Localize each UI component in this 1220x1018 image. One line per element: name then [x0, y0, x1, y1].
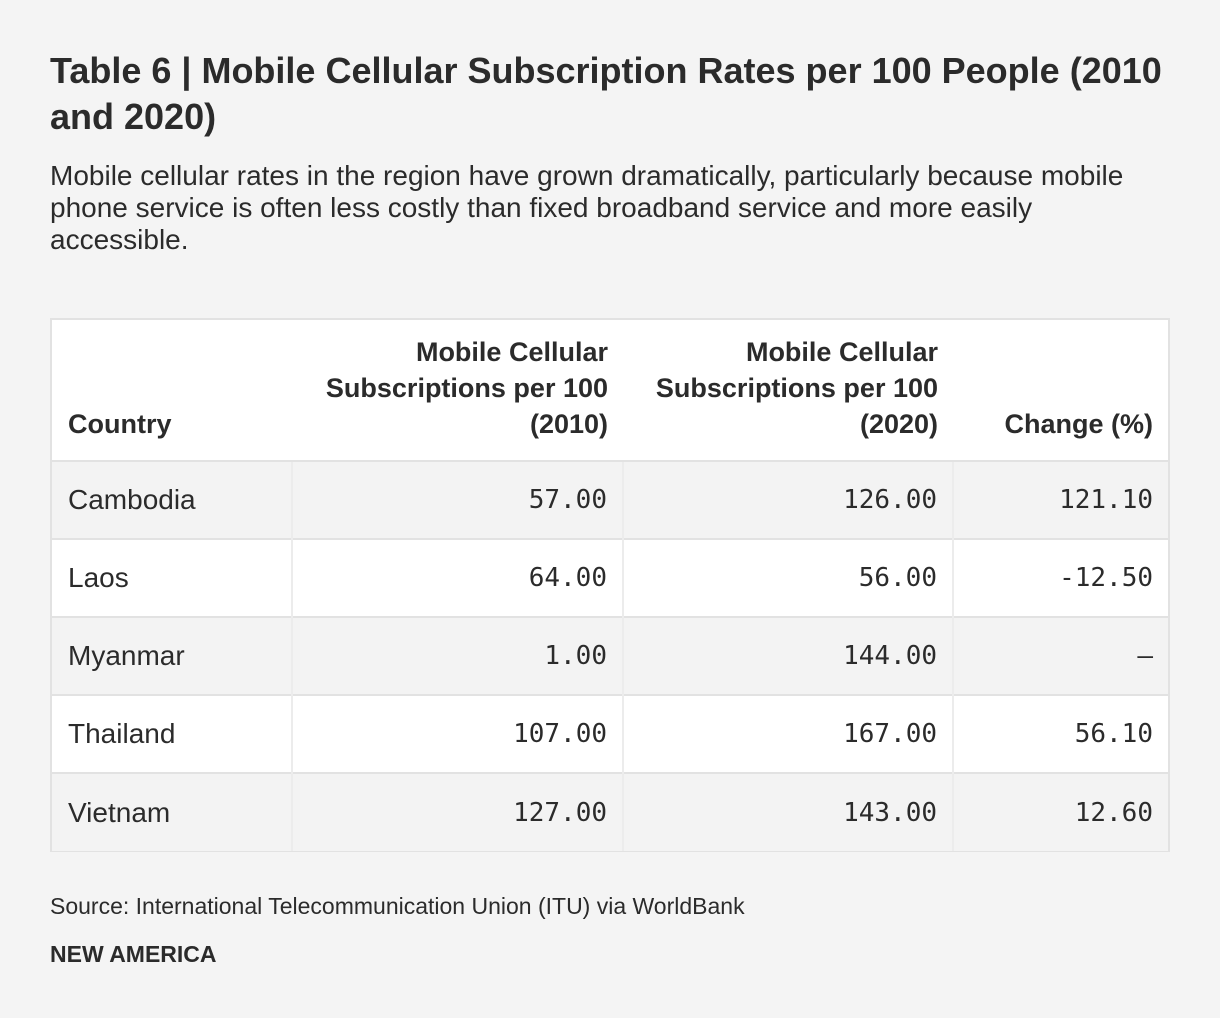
cell-2020: 144.00 [622, 616, 953, 695]
column-header-country: Country [52, 320, 292, 462]
table-row: Myanmar 1.00 144.00 — [52, 616, 1168, 695]
brand-logo-text: NEW AMERICA [50, 941, 217, 967]
table-row: Thailand 107.00 167.00 56.10 [52, 694, 1168, 773]
cell-2020: 126.00 [622, 461, 953, 539]
data-table-container: Country Mobile Cellular Subscriptions pe… [50, 318, 1170, 852]
table-header-row: Country Mobile Cellular Subscriptions pe… [52, 320, 1168, 462]
cell-country: Laos [52, 538, 292, 617]
table-row: Vietnam 127.00 143.00 12.60 [52, 772, 1168, 851]
cell-country: Myanmar [52, 616, 292, 695]
source-note: Source: International Telecommunication … [50, 893, 745, 919]
cell-country: Thailand [52, 694, 292, 773]
cell-2020: 167.00 [622, 694, 953, 773]
chart-subtitle: Mobile cellular rates in the region have… [50, 160, 1124, 255]
column-header-2020: Mobile Cellular Subscriptions per 100 (2… [623, 320, 953, 462]
cell-2020: 56.00 [622, 538, 953, 617]
table-row: Cambodia 57.00 126.00 121.10 [52, 461, 1168, 539]
cell-change: 56.10 [952, 694, 1168, 773]
cell-country: Cambodia [52, 461, 292, 539]
cell-2010: 57.00 [291, 461, 623, 539]
cell-2010: 64.00 [291, 538, 623, 617]
cell-2010: 1.00 [291, 616, 623, 695]
cell-2020: 143.00 [622, 772, 953, 851]
cell-change: — [952, 616, 1168, 695]
cell-change: -12.50 [952, 538, 1168, 617]
chart-title: Table 6 | Mobile Cellular Subscription R… [50, 50, 1162, 137]
cell-change: 12.60 [952, 772, 1168, 851]
data-table: Country Mobile Cellular Subscriptions pe… [52, 320, 1168, 851]
cell-2010: 107.00 [291, 694, 623, 773]
column-header-change: Change (%) [953, 320, 1168, 462]
cell-2010: 127.00 [291, 772, 623, 851]
cell-country: Vietnam [52, 772, 292, 851]
table-row: Laos 64.00 56.00 -12.50 [52, 538, 1168, 617]
column-header-2010: Mobile Cellular Subscriptions per 100 (2… [292, 320, 623, 462]
cell-change: 121.10 [952, 461, 1168, 539]
